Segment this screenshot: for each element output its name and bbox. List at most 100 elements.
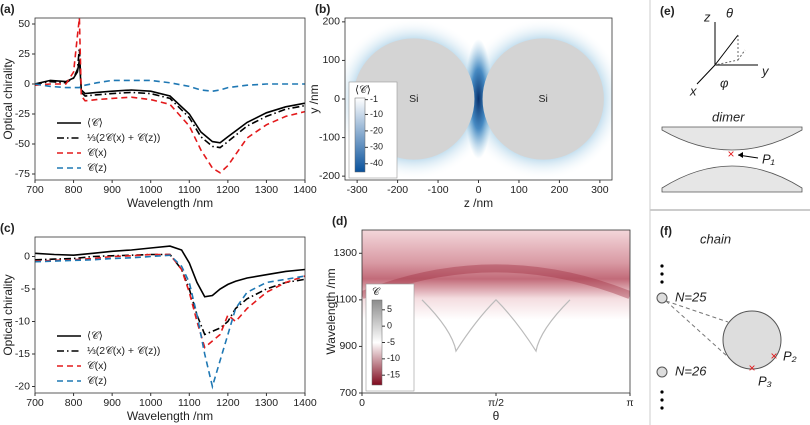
- panel: ⟨𝒞⟩ ⅓(2𝒞(x) + 𝒞(z)) 𝒞(x) 𝒞(z) 700 800 900 1000 1…: [0, 2, 317, 210]
- panel-label: (c): [0, 221, 15, 235]
- dot: [660, 264, 664, 268]
- particle-label: Si: [409, 93, 418, 105]
- dot: [660, 390, 664, 394]
- colorbar: [371, 299, 383, 386]
- dot: [660, 280, 664, 284]
- point-label: P₃: [758, 373, 772, 388]
- plot-area: [35, 18, 305, 174]
- y-tick-label: -10: [15, 315, 30, 327]
- x-tick-label: 1200: [216, 397, 240, 409]
- axis-label: θ: [726, 5, 733, 20]
- x-axis-label: z /nm: [464, 196, 493, 210]
- mode-curve: [421, 299, 571, 353]
- dot: [660, 272, 664, 276]
- axis-label: x: [689, 83, 697, 98]
- x-tick-label: 1300: [255, 184, 279, 196]
- zoom-line: [665, 300, 729, 323]
- point-label: P₂: [783, 348, 797, 363]
- diagram-title: dimer: [712, 109, 745, 124]
- y-tick-label: -15: [15, 348, 30, 360]
- line: [35, 245, 305, 298]
- projection: [714, 35, 746, 66]
- particle: [656, 292, 668, 304]
- colorbar-tick-label: -30: [370, 142, 383, 152]
- line: [35, 253, 305, 336]
- x-tick-label: 1400: [293, 184, 317, 196]
- x-tick-label: 0: [476, 184, 482, 196]
- legend-label: ⅓(2𝒞(x) + 𝒞(z)): [87, 132, 160, 144]
- colorbar-tick-label: -1: [370, 94, 378, 104]
- line: [35, 253, 305, 349]
- x-tick-label: 100: [510, 184, 528, 196]
- x-tick-label: 0: [359, 397, 365, 409]
- y-tick-label: 25: [18, 48, 30, 60]
- legend-label: 𝒞(z): [87, 375, 107, 387]
- y-tick-label: 0: [334, 93, 340, 105]
- y-tick-label: -75: [15, 168, 30, 180]
- colorbar-tick-label: 5: [387, 304, 392, 314]
- particle: [661, 165, 803, 193]
- y-axis-label: Optical chirality: [1, 274, 15, 355]
- marker: ×: [727, 147, 734, 161]
- x-axis-label: θ: [493, 409, 500, 423]
- y-tick-label: -20: [15, 380, 30, 392]
- x-tick-label: 800: [65, 397, 83, 409]
- line: [35, 254, 305, 390]
- point-label: P₁: [762, 151, 775, 166]
- line: [35, 79, 305, 93]
- y-tick-label: -50: [15, 138, 30, 150]
- plot-area: Si Si: [345, 18, 612, 180]
- colorbar-tick-label: 0: [387, 321, 392, 331]
- panel-label: (a): [0, 2, 15, 16]
- x-tick-label: 1100: [178, 184, 201, 196]
- y-tick-label: -25: [15, 108, 30, 120]
- colorbar-title: 𝒞: [372, 286, 381, 298]
- y-tick-label: 0: [24, 250, 30, 262]
- zoom-line: [665, 300, 739, 367]
- line: [35, 47, 305, 149]
- y-tick-label: 200: [322, 16, 340, 28]
- y-tick-label: 700: [339, 387, 357, 399]
- particle: [722, 310, 782, 370]
- legend-label: 𝒞(x): [87, 360, 107, 372]
- dot: [660, 406, 664, 410]
- y-tick-label: -100: [319, 131, 340, 143]
- x-axis-label: Wavelength /nm: [127, 409, 213, 423]
- axis-label: y: [761, 63, 770, 78]
- y-axis-label: y /nm: [307, 84, 321, 113]
- marker: ×: [748, 361, 755, 375]
- panel: 𝒞5 0 -5 -10 -15 0 π/2 π 700 900 1100 1300 θ Wavelengt…: [324, 214, 633, 423]
- arrow-head: [738, 152, 743, 158]
- plot-area: [35, 245, 305, 390]
- particle: [482, 38, 604, 160]
- legend-label: ⟨𝒞⟩: [87, 330, 103, 342]
- axis-x: [696, 64, 716, 85]
- x-tick-label: 900: [103, 184, 121, 196]
- x-tick-label: 1100: [178, 397, 201, 409]
- field-hotspot: [464, 39, 493, 159]
- legend-label: 𝒞(x): [87, 147, 107, 159]
- colorbar-tick-label: -10: [370, 109, 383, 119]
- line: [35, 18, 305, 174]
- legend-label: ⅓(2𝒞(x) + 𝒞(z)): [87, 345, 160, 357]
- colorbar-tick-label: -10: [387, 353, 400, 363]
- colorbar-tick-label: -20: [370, 125, 383, 135]
- vector: [714, 34, 739, 66]
- colorbar-title: ⟨𝒞⟩: [355, 84, 371, 96]
- panel-f: (f) chain N=25 × × P₂ P₃ N=26: [656, 224, 797, 410]
- colorbar-tick-label: -15: [387, 370, 400, 380]
- x-tick-label: 800: [65, 184, 83, 196]
- x-tick-label: -200: [387, 184, 408, 196]
- x-tick-label: 1400: [293, 397, 317, 409]
- mode-band: [362, 264, 630, 299]
- x-tick-label: 1300: [255, 397, 279, 409]
- y-tick-label: 1100: [334, 294, 357, 306]
- y-tick-label: 900: [339, 340, 357, 352]
- panel-label: (d): [332, 214, 347, 228]
- colorbar-tick-label: -5: [387, 337, 395, 347]
- diagram-title: chain: [700, 231, 731, 246]
- panel-label: (f): [660, 224, 672, 238]
- panel: ⟨𝒞⟩ ⅓(2𝒞(x) + 𝒞(z)) 𝒞(x) 𝒞(z) 700 800 900 1000 1…: [0, 221, 317, 423]
- x-tick-label: 900: [103, 397, 121, 409]
- n-label: N=26: [675, 363, 707, 378]
